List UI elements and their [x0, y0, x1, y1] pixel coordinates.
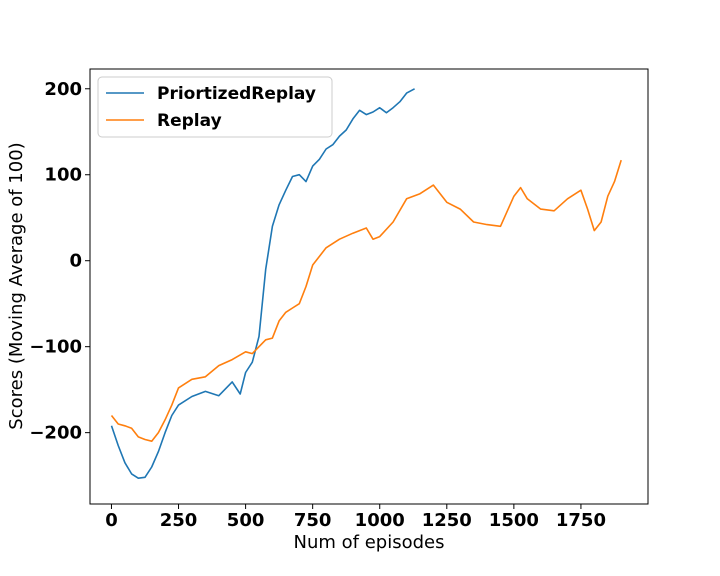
x-tick-label: 250 [160, 510, 198, 531]
y-tick-label: −200 [29, 423, 82, 444]
x-tick-label: 500 [227, 510, 265, 531]
series-line-replay [110, 159, 622, 443]
y-tick-label: 200 [44, 79, 82, 100]
legend-label-priortizedreplay: PriortizedReplay [157, 84, 316, 104]
legend-label-replay: Replay [157, 111, 222, 131]
series-line-priortizedreplay [110, 88, 415, 480]
x-tick-label: 1750 [556, 510, 606, 531]
y-axis-label: Scores (Moving Average of 100) [6, 142, 27, 429]
plot-area [89, 68, 649, 505]
x-axis: 0 250 500 750 1000 1250 1500 1750 [105, 504, 606, 531]
legend-box [97, 76, 333, 138]
y-axis: −200 −100 0 100 200 [29, 79, 90, 444]
legend: PriortizedReplay Replay [97, 76, 333, 138]
series-layer [110, 88, 622, 480]
x-tick-label: 1000 [355, 510, 405, 531]
x-tick-label: 1500 [489, 510, 539, 531]
x-tick-label: 0 [105, 510, 118, 531]
x-tick-label: 1250 [422, 510, 472, 531]
y-tick-label: 0 [69, 251, 82, 272]
x-tick-label: 750 [294, 510, 332, 531]
x-axis-label: Num of episodes [294, 532, 445, 553]
y-tick-label: −100 [29, 337, 82, 358]
y-tick-label: 100 [44, 165, 82, 186]
